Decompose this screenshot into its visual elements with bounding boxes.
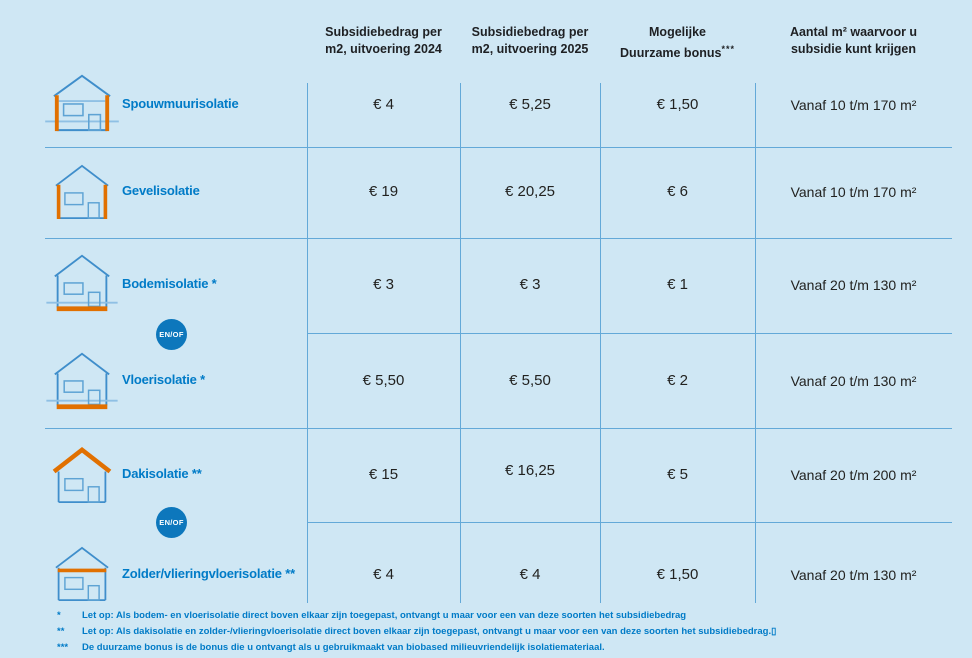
en-of-badge: EN/OF	[156, 507, 187, 538]
subsidy-2024-value: € 3	[373, 276, 394, 293]
column-header-bonus: Mogelijke Duurzame bonus***	[600, 24, 755, 62]
subsidy-2025-value: € 5,25	[509, 96, 551, 113]
header-line: m2, uitvoering 2025	[471, 42, 589, 56]
bonus-value: € 6	[667, 183, 688, 200]
house-attic-floor-icon	[55, 546, 109, 601]
subsidy-2024-value: € 4	[373, 96, 394, 113]
area-value: Vanaf 10 t/m 170 m²	[790, 184, 917, 200]
area-value: Vanaf 20 t/m 130 m²	[790, 277, 917, 293]
house-roof-icon	[52, 447, 112, 503]
area-value: Vanaf 20 t/m 130 m²	[790, 567, 917, 583]
header-line: m2, uitvoering 2024	[325, 42, 442, 56]
header-line: Subsidiebedrag per	[325, 25, 442, 39]
row-label-spouwmuurisolatie: Spouwmuurisolatie	[122, 96, 239, 111]
footnote-text: Let op: Als bodem- en vloerisolatie dire…	[82, 610, 687, 621]
footnote-marker: **	[57, 626, 65, 637]
header-line: subsidie kunt krijgen	[790, 42, 917, 56]
row-label-bodemisolatie: Bodemisolatie *	[122, 276, 217, 291]
area-value: Vanaf 20 t/m 130 m²	[790, 373, 917, 389]
footnote-marker: ***	[721, 44, 735, 54]
footnote-marker: *	[57, 610, 61, 621]
en-of-badge: EN/OF	[156, 319, 187, 350]
row-label-zoldervloerisolatie: Zolder/vlieringvloerisolatie **	[122, 566, 295, 581]
footnote: ** Let op: Als dakisolatie en zolder-/vl…	[57, 624, 776, 640]
house-ground-icon	[46, 254, 118, 312]
subsidy-2024-value: € 5,50	[362, 372, 405, 389]
house-cavity-wall-icon	[45, 74, 119, 132]
footnote: *** De duurzame bonus is de bonus die u …	[57, 640, 776, 656]
subsidy-2025-value: € 20,25	[504, 183, 556, 200]
bonus-value: € 1,50	[656, 96, 699, 113]
header-line: Mogelijke	[649, 25, 706, 39]
area-value: Vanaf 20 t/m 200 m²	[790, 467, 917, 483]
bonus-value: € 5	[667, 466, 688, 483]
house-floor-icon	[46, 352, 118, 410]
header-line: Subsidiebedrag per	[471, 25, 589, 39]
subsidy-2025-value: € 4	[519, 566, 541, 583]
subsidy-2024-value: € 19	[368, 183, 399, 200]
table-divider-vertical	[460, 83, 461, 603]
subsidy-2024-value: € 15	[368, 466, 399, 483]
table-divider-vertical	[755, 83, 756, 603]
column-header-area: Aantal m² waarvoor u subsidie kunt krijg…	[755, 24, 952, 58]
header-line: Duurzame bonus***	[620, 44, 735, 61]
bonus-value: € 1,50	[656, 566, 699, 583]
row-label-vloerisolatie: Vloerisolatie *	[122, 372, 205, 387]
bonus-value: € 2	[667, 372, 688, 389]
subsidy-2025-value: € 16,25	[504, 462, 556, 479]
header-line: Aantal m² waarvoor u	[789, 25, 918, 39]
table-divider-horizontal	[307, 333, 952, 334]
table-divider-vertical	[307, 83, 308, 603]
footnote-marker: ***	[57, 642, 69, 653]
house-facade-icon	[55, 164, 109, 219]
table-divider-horizontal	[45, 238, 952, 239]
footnote-text: De duurzame bonus is de bonus die u ontv…	[82, 642, 605, 653]
row-label-dakisolatie: Dakisolatie **	[122, 466, 202, 481]
table-divider-horizontal	[45, 147, 952, 148]
subsidy-2025-value: € 3	[519, 276, 541, 293]
column-header-2025: Subsidiebedrag per m2, uitvoering 2025	[460, 24, 600, 58]
area-value: Vanaf 10 t/m 170 m²	[790, 97, 917, 113]
column-header-2024: Subsidiebedrag per m2, uitvoering 2024	[307, 24, 460, 58]
table-divider-horizontal	[45, 428, 952, 429]
row-label-gevelisolatie: Gevelisolatie	[122, 183, 200, 198]
footnotes: * Let op: Als bodem- en vloerisolatie di…	[57, 608, 776, 656]
footnote: * Let op: Als bodem- en vloerisolatie di…	[57, 608, 776, 624]
table-divider-vertical	[600, 83, 601, 603]
footnote-text: Let op: Als dakisolatie en zolder-/vlier…	[82, 626, 777, 637]
subsidy-2024-value: € 4	[373, 566, 394, 583]
table-divider-horizontal	[307, 522, 952, 523]
subsidy-2025-value: € 5,50	[509, 372, 551, 389]
bonus-value: € 1	[667, 276, 688, 293]
